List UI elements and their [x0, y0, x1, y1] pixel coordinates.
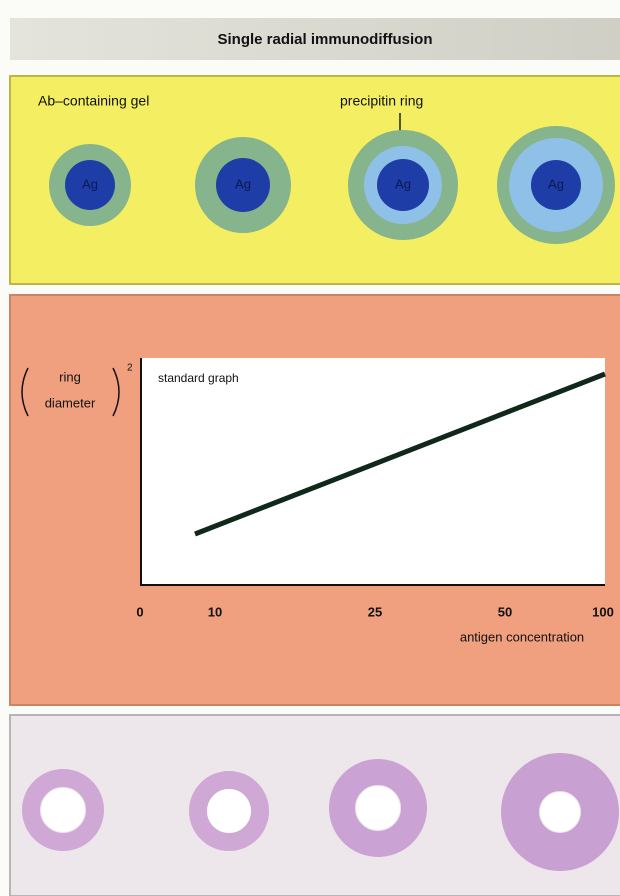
gel-label: Ab–containing gel — [38, 93, 149, 109]
well: Ag — [49, 144, 131, 226]
x-tick-label: 100 — [592, 604, 614, 619]
well-hole — [356, 786, 400, 830]
title: Single radial immunodiffusion — [217, 31, 432, 48]
plot-area — [140, 358, 605, 585]
x-tick-label: 25 — [368, 604, 382, 619]
ring-label: precipitin ring — [340, 93, 423, 109]
well: Ag — [348, 130, 458, 240]
y-label-line: diameter — [45, 395, 96, 410]
well: Ag — [497, 126, 615, 244]
well-label: Ag — [235, 176, 251, 191]
well-hole — [41, 788, 85, 832]
well-label: Ag — [82, 176, 98, 191]
y-label-exponent: 2 — [127, 363, 133, 374]
well: Ag — [195, 137, 291, 233]
figure: Single radial immunodiffusion Ab–contain… — [0, 0, 620, 896]
well-label: Ag — [395, 176, 411, 191]
well-hole — [540, 792, 580, 832]
x-tick-label: 10 — [208, 604, 222, 619]
x-tick-label: 0 — [136, 604, 143, 619]
x-tick-label: 50 — [498, 604, 512, 619]
x-label: antigen concentration — [460, 629, 584, 644]
well-label: Ag — [548, 176, 564, 191]
graph-title: standard graph — [158, 371, 239, 385]
well-hole — [207, 789, 251, 833]
y-label-line: ring — [59, 369, 81, 384]
